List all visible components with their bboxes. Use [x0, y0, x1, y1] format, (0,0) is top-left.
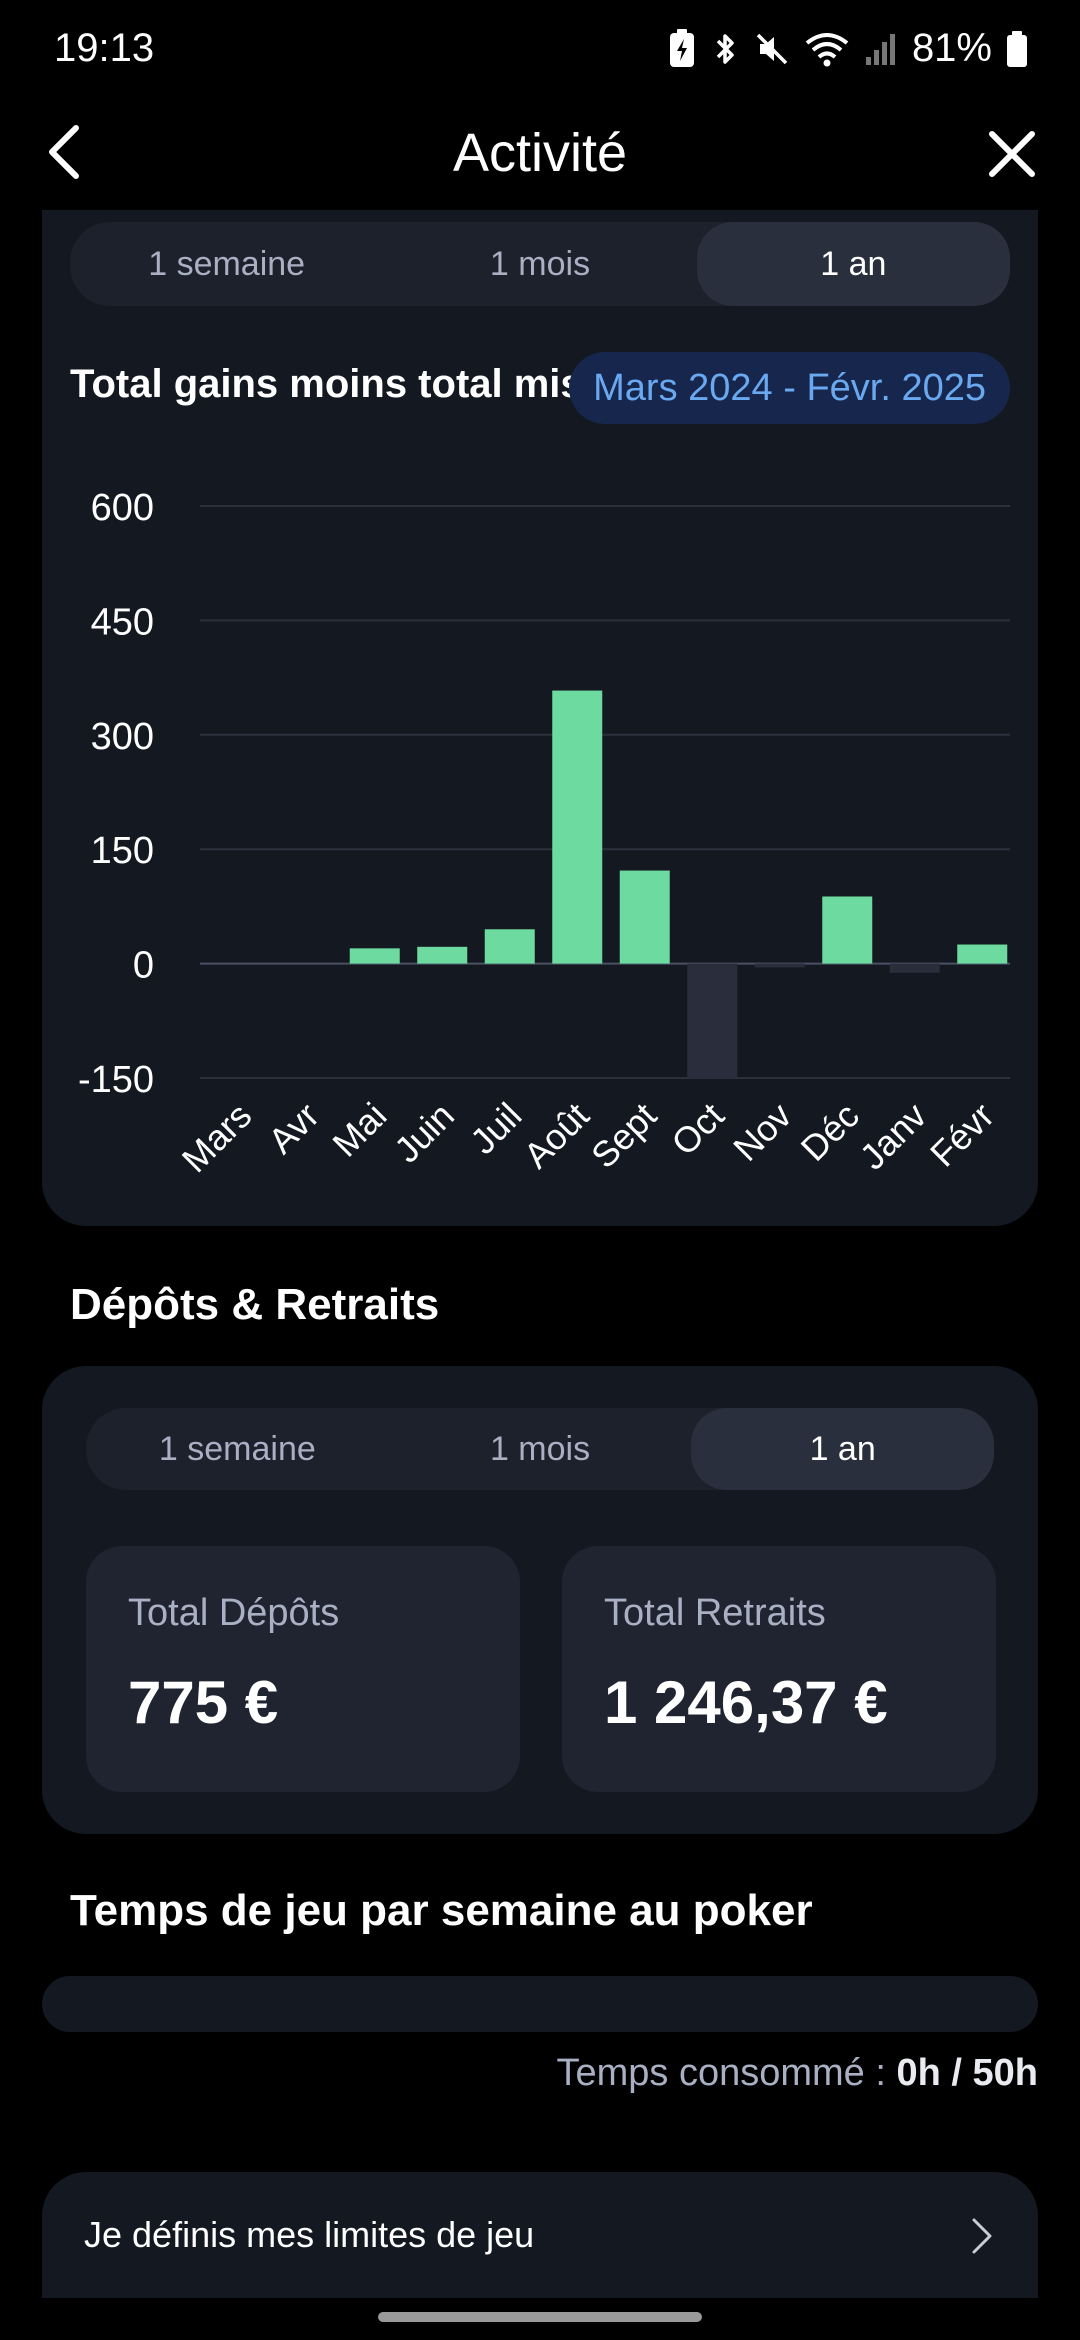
- y-tick-label: -150: [78, 1059, 154, 1101]
- x-tick-label: Avr: [260, 1095, 327, 1162]
- total-deposits-value: 775 €: [128, 1668, 278, 1737]
- time-used-text: Temps consommé : 0h / 50h: [556, 2052, 1038, 2095]
- total-withdrawals-label: Total Retraits: [604, 1592, 826, 1635]
- bar: [620, 871, 670, 964]
- close-icon[interactable]: [982, 124, 1042, 184]
- time-used-value: 0h / 50h: [897, 2052, 1039, 2094]
- deposits-tab-1-month[interactable]: 1 mois: [389, 1408, 692, 1490]
- total-deposits-box: Total Dépôts 775 €: [86, 1546, 520, 1792]
- bar: [417, 947, 467, 964]
- bar: [485, 929, 535, 963]
- x-tick-label: Juin: [386, 1095, 462, 1171]
- play-time-title: Temps de jeu par semaine au poker: [70, 1886, 813, 1936]
- chevron-right-icon: [970, 2216, 994, 2256]
- deposits-tab-1-year[interactable]: 1 an: [691, 1408, 994, 1490]
- chart-title: Total gains moins total mises: [70, 362, 627, 407]
- home-indicator[interactable]: [378, 2312, 702, 2322]
- battery-icon: [1006, 29, 1028, 69]
- battery-saver-icon: [668, 29, 696, 69]
- mute-icon: [754, 29, 790, 69]
- status-bar: 19:13 81%: [0, 0, 1080, 100]
- bar: [957, 945, 1007, 964]
- set-limits-label: Je définis mes limites de jeu: [84, 2214, 534, 2256]
- total-withdrawals-value: 1 246,37 €: [604, 1668, 888, 1737]
- header: Activité: [0, 100, 1080, 220]
- battery-percent: 81%: [912, 26, 992, 71]
- y-tick-label: 450: [91, 601, 154, 643]
- bar: [890, 964, 940, 973]
- bar: [687, 964, 737, 1078]
- bluetooth-icon: [710, 29, 740, 69]
- activity-chart-card: 1 semaine 1 mois 1 an Total gains moins …: [42, 210, 1038, 1226]
- tab-1-year[interactable]: 1 an: [697, 222, 1010, 306]
- bar: [755, 964, 805, 968]
- y-tick-label: 0: [133, 945, 154, 987]
- status-icons: 81%: [668, 26, 1028, 71]
- period-badge: Mars 2024 - Févr. 2025: [569, 352, 1010, 424]
- tab-1-week[interactable]: 1 semaine: [70, 222, 383, 306]
- set-limits-row[interactable]: Je définis mes limites de jeu: [42, 2172, 1038, 2298]
- x-tick-label: Sept: [583, 1095, 664, 1176]
- x-tick-label: Mai: [324, 1095, 394, 1165]
- y-tick-label: 300: [91, 716, 154, 758]
- deposits-tab-1-week[interactable]: 1 semaine: [86, 1408, 389, 1490]
- deposits-section-title: Dépôts & Retraits: [70, 1280, 439, 1330]
- status-time: 19:13: [54, 26, 154, 71]
- page-title: Activité: [0, 122, 1080, 184]
- deposits-card: 1 semaine 1 mois 1 an Total Dépôts 775 €…: [42, 1366, 1038, 1834]
- x-tick-label: Janv: [852, 1095, 935, 1178]
- deposits-period-selector: 1 semaine 1 mois 1 an: [86, 1408, 994, 1490]
- play-time-progress-bar: [42, 1976, 1038, 2032]
- bar: [350, 948, 400, 963]
- x-tick-label: Nov: [725, 1095, 799, 1169]
- y-tick-label: 600: [91, 487, 154, 529]
- wifi-icon: [804, 29, 850, 69]
- x-tick-label: Mars: [174, 1095, 260, 1180]
- x-tick-label: Déc: [793, 1095, 867, 1169]
- y-tick-label: 150: [91, 830, 154, 872]
- time-used-label: Temps consommé :: [556, 2052, 885, 2094]
- x-tick-label: Oct: [663, 1095, 732, 1164]
- total-withdrawals-box: Total Retraits 1 246,37 €: [562, 1546, 996, 1792]
- tab-1-month[interactable]: 1 mois: [383, 222, 696, 306]
- x-tick-label: Févr: [922, 1095, 1002, 1175]
- signal-icon: [864, 29, 898, 69]
- chart-period-selector: 1 semaine 1 mois 1 an: [70, 222, 1010, 306]
- bar: [552, 691, 602, 964]
- total-deposits-label: Total Dépôts: [128, 1592, 339, 1635]
- bar: [822, 896, 872, 963]
- x-tick-label: Août: [516, 1095, 597, 1176]
